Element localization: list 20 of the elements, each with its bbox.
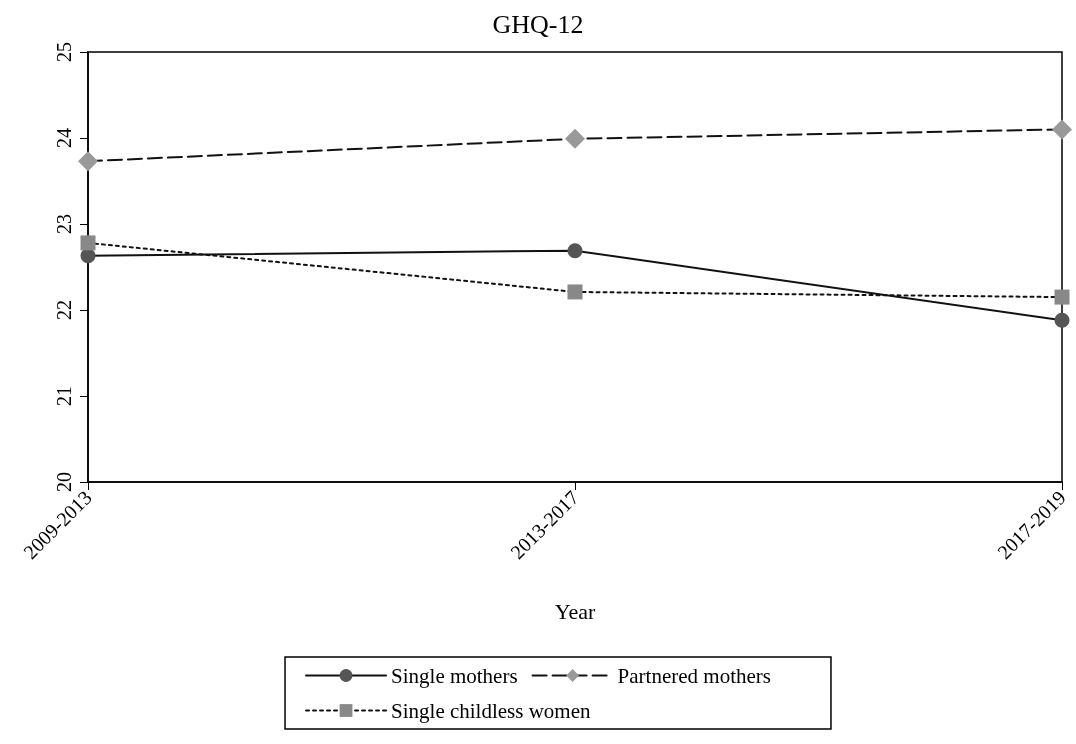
point [1052,119,1072,140]
y-tick-label: 20 [53,472,75,492]
point [565,128,585,149]
chart-title: GHQ-12 [492,9,584,39]
x-axis-title: Year [554,598,596,624]
point [80,235,96,251]
y-tick-label: 24 [53,128,75,148]
y-tick-label: 22 [53,300,75,320]
point [1054,289,1070,305]
y-tick-label: 25 [53,42,75,62]
point [80,248,96,264]
legend-label: Single mothers [391,663,518,688]
point [78,151,98,172]
y-tick-label: 21 [53,386,75,406]
legend-label: Single childless women [391,698,592,723]
y-tick-label: 23 [53,214,75,234]
point [567,284,583,300]
point [1054,312,1070,328]
legend-label: Partnered mothers [617,663,771,688]
point [567,243,583,259]
